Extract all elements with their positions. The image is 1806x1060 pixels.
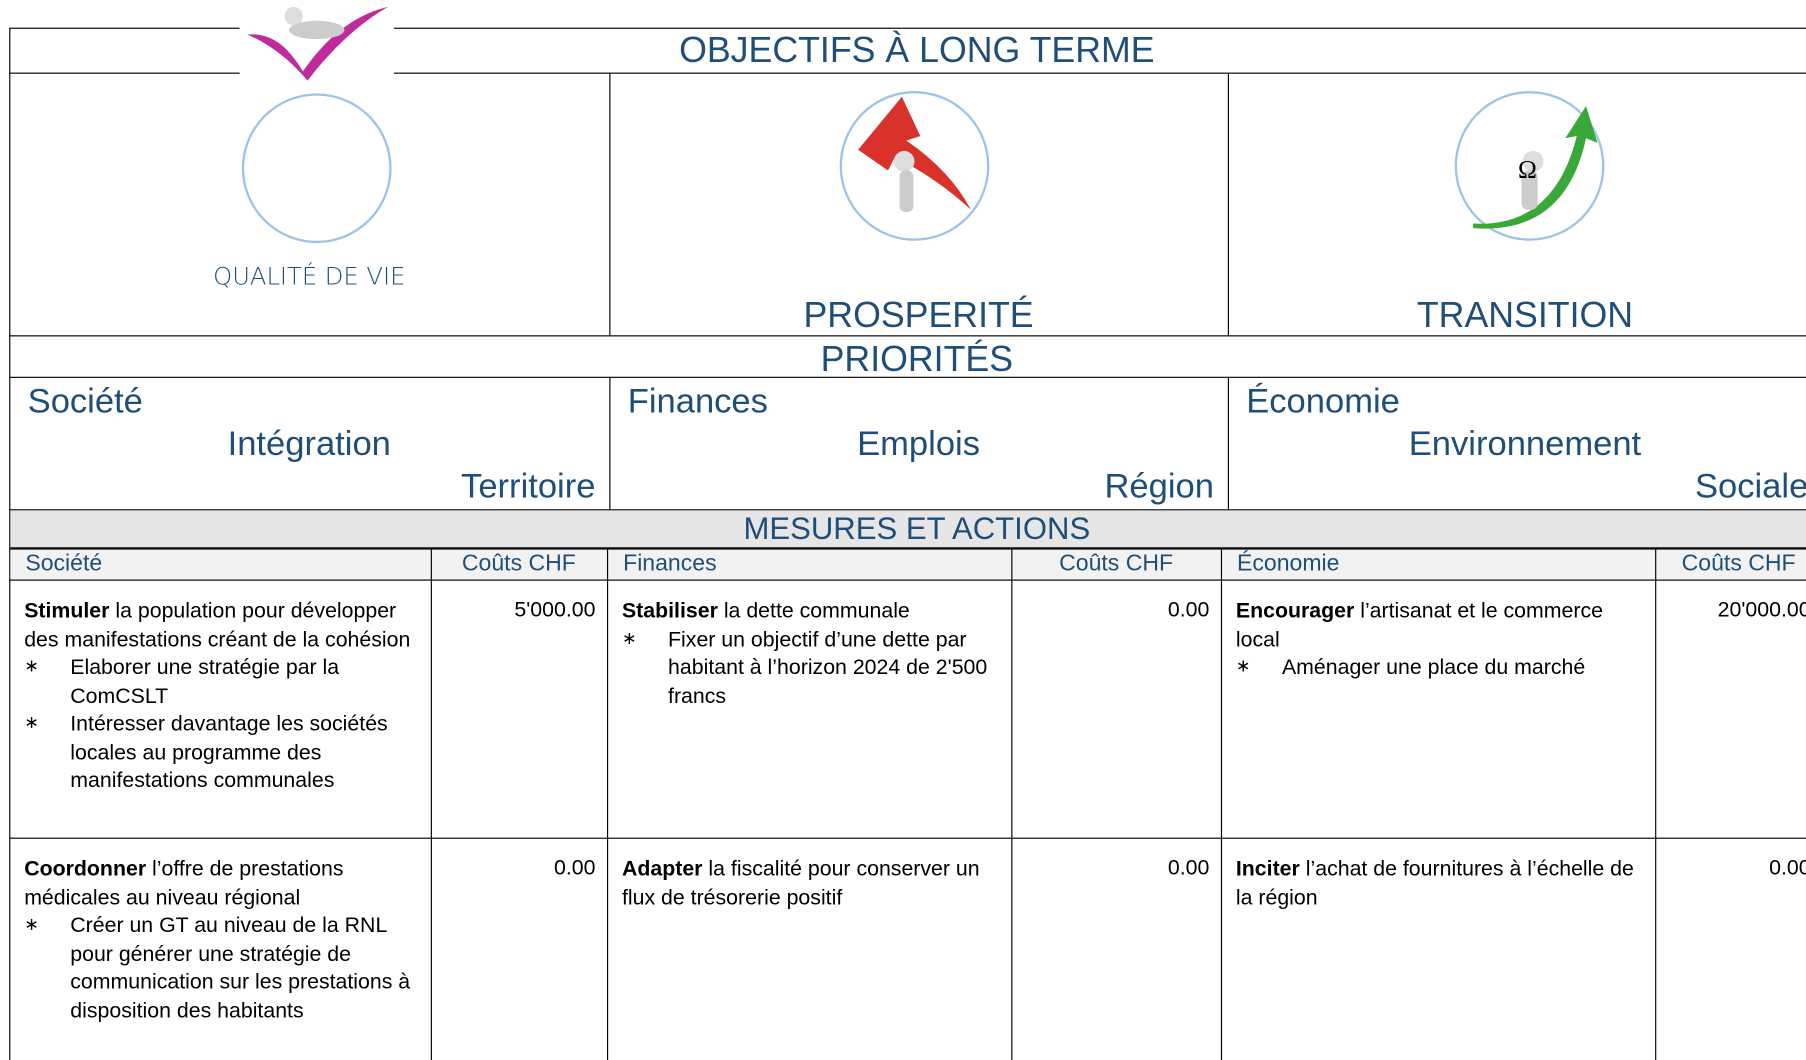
border	[9, 837, 1806, 839]
border	[1227, 376, 1229, 510]
action-list: Aménager une place du marché	[1236, 653, 1645, 681]
action-list: Elaborer une stratégie par la ComCSLTInt…	[24, 653, 420, 794]
measure-cost: 0.00	[553, 854, 596, 880]
measure-cost: 0.00	[1167, 596, 1210, 622]
objective-label: QUALITÉ DE VIE	[213, 262, 406, 291]
measure-cost: 5'000.00	[514, 596, 596, 622]
measure-cost: 0.00	[1769, 854, 1806, 880]
cost-header: Coûts CHF	[461, 550, 576, 577]
measure-desc: l’offre de prestations médicales au nive…	[24, 856, 344, 909]
measure-text: Stabiliser la dette communale	[622, 597, 1001, 625]
objective-label: PROSPERITÉ	[803, 294, 1034, 336]
measure-verb: Coordonner	[24, 856, 147, 881]
measure-cell: Adapter la fiscalité pour conserver un f…	[622, 855, 1001, 911]
measure-cost: 0.00	[1167, 854, 1210, 880]
border	[430, 548, 432, 1060]
column-header: Société	[25, 550, 103, 577]
measure-desc: la population pour développer des manife…	[24, 597, 411, 651]
priority-item: Région	[1104, 467, 1214, 506]
measure-desc: l’artisanat et le commerce local	[1235, 597, 1603, 651]
measure-text: Stimuler la population pour développer d…	[24, 597, 420, 653]
cost-header: Coûts CHF	[1059, 550, 1174, 577]
measure-text: Coordonner l’offre de prestations médica…	[24, 855, 420, 911]
cost-header: Coûts CHF	[1681, 550, 1796, 577]
priority-item: Société	[27, 382, 143, 421]
border	[9, 72, 1806, 74]
priority-item: Emplois	[857, 425, 980, 464]
border	[1011, 548, 1013, 1060]
action-item: Elaborer une stratégie par la ComCSLT	[24, 653, 420, 709]
measure-desc: la fiscalité pour conserver un flux de t…	[621, 856, 980, 909]
border	[9, 335, 1806, 337]
column-header: Économie	[1237, 550, 1340, 577]
section-title: MESURES ET ACTIONS	[743, 511, 1091, 547]
action-item: Intéresser davantage les sociétés locale…	[24, 710, 420, 795]
border	[1655, 548, 1657, 1060]
measure-verb: Encourager	[1235, 597, 1355, 623]
section-title: PRIORITÉS	[820, 338, 1014, 380]
border	[9, 579, 1806, 581]
measure-desc: l’achat de fournitures à l’échelle de la…	[1235, 856, 1634, 909]
border	[609, 72, 611, 336]
action-item: Créer un GT au niveau de la RNL pour gén…	[24, 911, 420, 1024]
measure-cell: Stabiliser la dette communaleFixer un ob…	[622, 597, 1001, 710]
measure-verb: Stabiliser	[621, 597, 718, 623]
priority-item: Économie	[1246, 382, 1400, 421]
border	[1220, 548, 1223, 1060]
measure-cost: 20'000.00	[1717, 596, 1806, 622]
measure-cell: Stimuler la population pour développer d…	[24, 597, 420, 795]
column-header: Finances	[623, 550, 717, 577]
priority-item: Finances	[627, 382, 768, 421]
border	[9, 27, 11, 1060]
priority-item: Environnement	[1408, 425, 1642, 464]
border	[9, 376, 1806, 378]
priority-item: Intégration	[227, 425, 391, 464]
measure-cell: Coordonner l’offre de prestations médica…	[24, 855, 420, 1024]
action-item: Aménager une place du marché	[1236, 653, 1645, 681]
action-list: Fixer un objectif d’une dette par habita…	[622, 625, 1001, 710]
measure-text: Encourager l’artisanat et le commerce lo…	[1236, 597, 1645, 653]
objective-label: TRANSITION	[1416, 294, 1634, 336]
border	[9, 548, 1806, 550]
measure-text: Inciter l’achat de fournitures à l’échel…	[1236, 855, 1645, 911]
growth-icon	[1454, 91, 1605, 241]
page-title: OBJECTIFS À LONG TERME	[679, 29, 1155, 71]
measure-verb: Adapter	[621, 856, 703, 881]
check-icon	[239, 0, 394, 81]
border	[1227, 72, 1229, 336]
measure-cell: Inciter l’achat de fournitures à l’échel…	[1236, 855, 1645, 911]
priority-item: Sociale	[1694, 467, 1806, 506]
measure-text: Adapter la fiscalité pour conserver un f…	[622, 855, 1001, 911]
action-list: Créer un GT au niveau de la RNL pour gén…	[24, 911, 420, 1024]
icon-glyph: Ω	[1518, 154, 1537, 184]
border	[9, 509, 1806, 511]
border	[609, 376, 611, 510]
action-item: Fixer un objectif d’une dette par habita…	[622, 625, 1001, 710]
border	[606, 548, 609, 1060]
circle-icon	[241, 93, 392, 244]
arrow-icon	[839, 91, 990, 241]
border	[9, 27, 1806, 29]
header-band	[10, 549, 1806, 580]
measure-verb: Stimuler	[24, 597, 110, 623]
measure-verb: Inciter	[1235, 856, 1300, 881]
section-band	[10, 510, 1806, 549]
measure-desc: la dette communale	[717, 597, 910, 623]
measure-cell: Encourager l’artisanat et le commerce lo…	[1236, 597, 1645, 682]
priority-item: Territoire	[461, 467, 596, 506]
